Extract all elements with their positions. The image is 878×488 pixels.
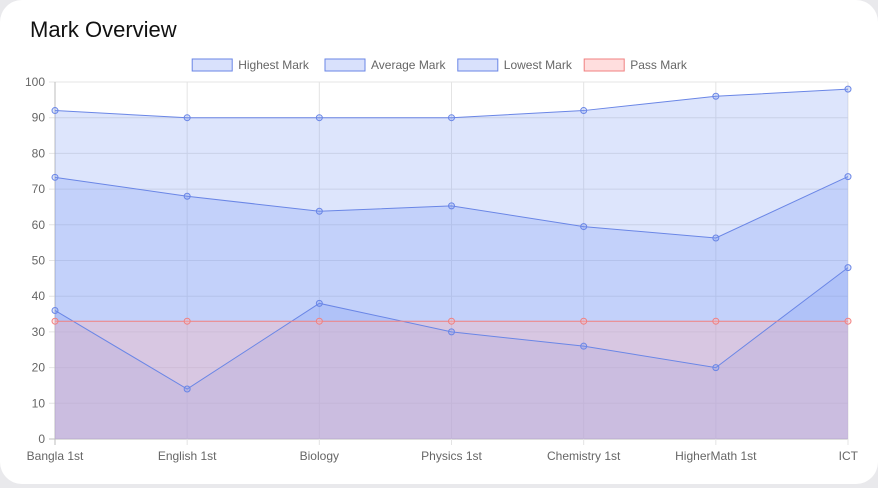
chart-title: Mark Overview	[30, 17, 177, 42]
legend-label[interactable]: Pass Mark	[630, 58, 688, 72]
data-point[interactable]	[51, 317, 59, 325]
legend-swatch[interactable]	[191, 58, 233, 72]
data-point[interactable]	[712, 364, 720, 372]
y-tick-label: 100	[25, 75, 45, 89]
data-point[interactable]	[183, 192, 191, 200]
series-line	[54, 267, 849, 390]
data-point[interactable]	[315, 317, 323, 325]
series-area	[55, 267, 848, 439]
legend-swatch[interactable]	[457, 58, 499, 72]
data-point[interactable]	[580, 107, 588, 115]
x-tick-label: Chemistry 1st	[547, 449, 621, 463]
data-point[interactable]	[580, 223, 588, 231]
data-point[interactable]	[580, 342, 588, 350]
y-tick-label: 90	[32, 111, 46, 125]
data-point[interactable]	[51, 173, 59, 181]
legend-label[interactable]: Highest Mark	[238, 58, 310, 72]
data-point[interactable]	[448, 114, 455, 122]
y-tick-label: 50	[32, 254, 46, 268]
x-tick-label: ICT	[839, 449, 859, 463]
x-tick-label: Biology	[300, 449, 339, 463]
y-tick-label: 30	[32, 325, 46, 339]
data-point[interactable]	[448, 317, 455, 325]
y-tick-label: 70	[32, 182, 46, 196]
y-tick-label: 60	[32, 218, 46, 232]
data-point[interactable]	[844, 264, 852, 272]
data-point[interactable]	[315, 299, 323, 307]
data-point[interactable]	[844, 317, 852, 325]
data-point[interactable]	[712, 317, 720, 325]
y-tick-label: 80	[32, 146, 46, 160]
data-point[interactable]	[183, 317, 191, 325]
legend-label[interactable]: Average Mark	[371, 58, 446, 72]
y-tick-label: 0	[38, 432, 45, 446]
series-area	[55, 321, 848, 439]
data-point[interactable]	[712, 92, 720, 100]
data-point[interactable]	[448, 328, 455, 336]
data-point[interactable]	[51, 306, 59, 314]
data-point[interactable]	[580, 317, 588, 325]
series-line	[54, 176, 849, 239]
data-point[interactable]	[315, 114, 323, 122]
data-point[interactable]	[712, 234, 720, 242]
x-tick-label: HigherMath 1st	[675, 449, 757, 463]
y-tick-label: 20	[32, 361, 46, 375]
series-area	[55, 89, 848, 439]
data-point[interactable]	[315, 207, 323, 215]
data-point[interactable]	[183, 385, 191, 393]
data-point[interactable]	[844, 173, 852, 181]
data-point[interactable]	[448, 202, 455, 210]
legend-swatch[interactable]	[324, 58, 366, 72]
data-point[interactable]	[844, 85, 852, 93]
data-point[interactable]	[51, 107, 59, 115]
x-tick-label: Physics 1st	[421, 449, 482, 463]
y-tick-label: 40	[32, 289, 46, 303]
legend-swatch[interactable]	[583, 58, 625, 72]
legend-label[interactable]: Lowest Mark	[504, 58, 573, 72]
series-line	[54, 88, 849, 119]
x-tick-label: English 1st	[158, 449, 217, 463]
y-tick-label: 10	[32, 396, 46, 410]
data-point[interactable]	[183, 114, 191, 122]
x-tick-label: Bangla 1st	[27, 449, 84, 463]
series-area	[55, 176, 848, 440]
